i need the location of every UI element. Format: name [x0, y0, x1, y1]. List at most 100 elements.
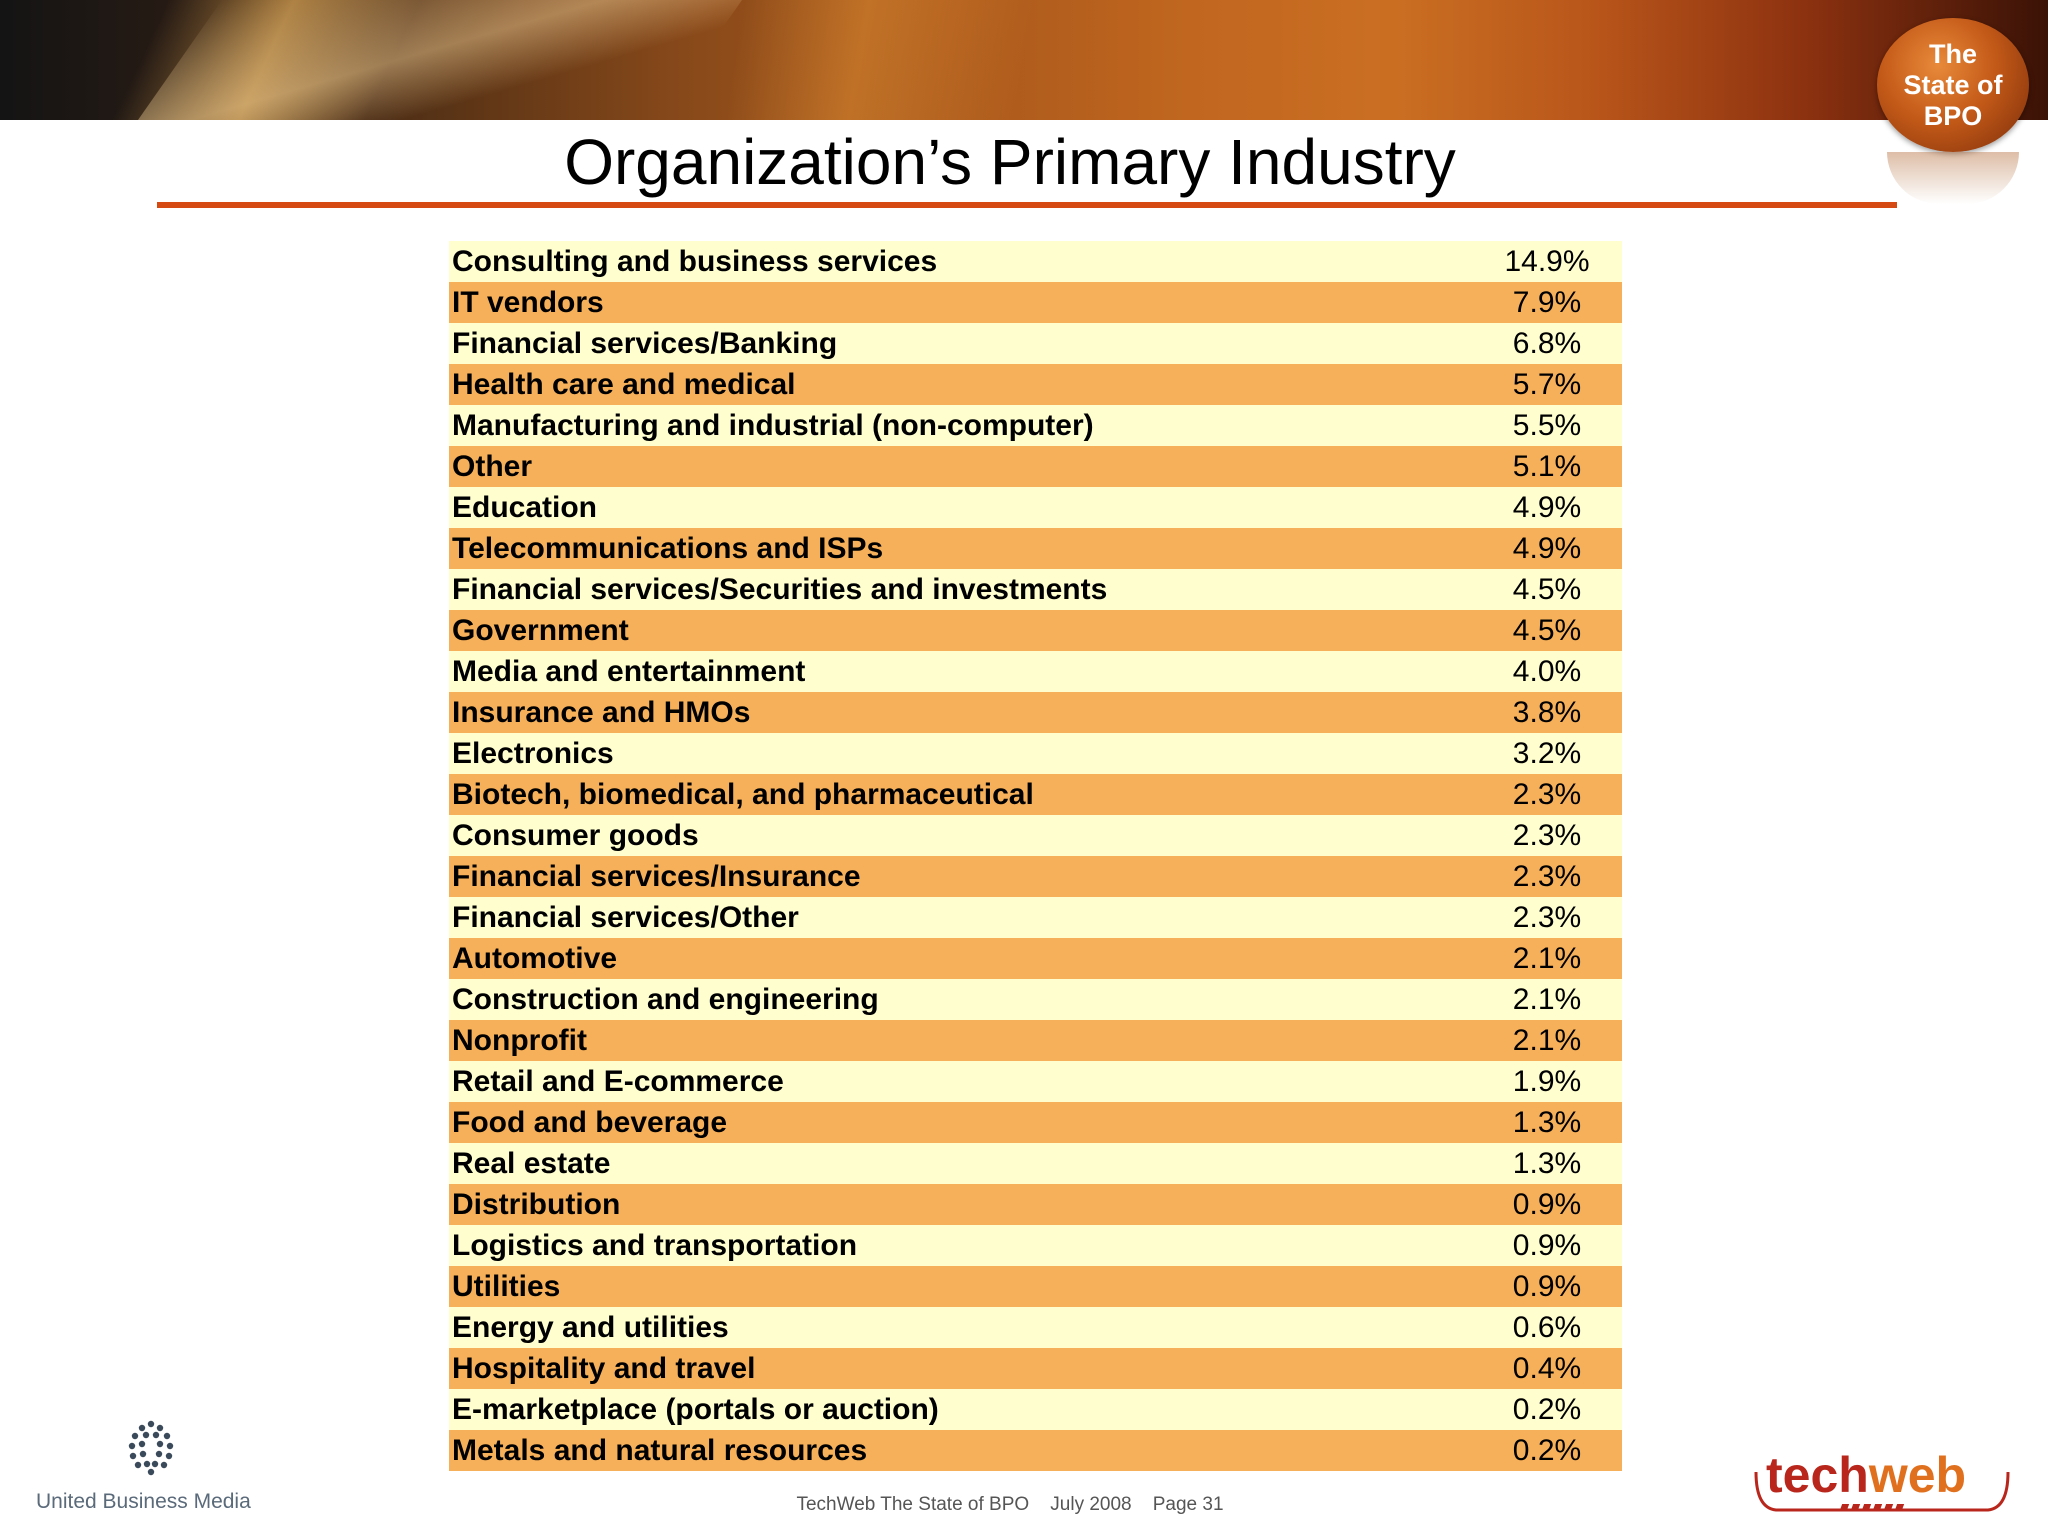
table-row: Telecommunications and ISPs 4.9% — [449, 528, 1622, 569]
table-row: Retail and E-commerce 1.9% — [449, 1061, 1622, 1102]
table-row: Construction and engineering 2.1% — [449, 979, 1622, 1020]
table-row: Automotive 2.1% — [449, 938, 1622, 979]
state-of-bpo-badge: The State of BPO — [1877, 18, 2029, 152]
industry-percentage: 0.4% — [1512, 1351, 1582, 1385]
industry-percentage: 4.5% — [1512, 572, 1582, 606]
industry-label: IT vendors — [452, 285, 604, 319]
industry-percentage: 0.6% — [1512, 1310, 1582, 1344]
techweb-logo: techweb — [1754, 1447, 2010, 1512]
table-row: E-marketplace (portals or auction) 0.2% — [449, 1389, 1622, 1430]
table-row: Financial services/Banking 6.8% — [449, 323, 1622, 364]
industry-percentage: 1.3% — [1512, 1105, 1582, 1139]
industry-percentage: 0.9% — [1512, 1228, 1582, 1262]
header-banner — [0, 0, 2048, 120]
industry-label: Government — [452, 613, 629, 647]
industry-percentage: 3.8% — [1512, 695, 1582, 729]
industry-label: Electronics — [452, 736, 614, 770]
industry-label: Other — [452, 449, 533, 483]
industry-label: Construction and engineering — [452, 982, 879, 1016]
table-row: Nonprofit 2.1% — [449, 1020, 1622, 1061]
table-row: Manufacturing and industrial (non-comput… — [449, 405, 1622, 446]
industry-label: Logistics and transportation — [452, 1228, 858, 1262]
table-row: Other 5.1% — [449, 446, 1622, 487]
table-row: Insurance and HMOs 3.8% — [449, 692, 1622, 733]
industry-percentage: 2.3% — [1512, 818, 1582, 852]
industry-percentage: 0.9% — [1512, 1269, 1582, 1303]
table-row: Hospitality and travel 0.4% — [449, 1348, 1622, 1389]
industry-label: Financial services/Banking — [452, 326, 838, 360]
table-row: Education 4.9% — [449, 487, 1622, 528]
industry-label: Insurance and HMOs — [452, 695, 751, 729]
badge-text: The State of BPO — [1903, 38, 2003, 131]
industry-label: Automotive — [452, 941, 617, 975]
table-row: Distribution 0.9% — [449, 1184, 1622, 1225]
table-row: Media and entertainment 4.0% — [449, 651, 1622, 692]
industry-percentage: 2.1% — [1512, 1023, 1582, 1057]
ubm-globe-icon — [128, 1420, 174, 1476]
ubm-logo-text: United Business Media — [36, 1490, 251, 1513]
table-row: IT vendors 7.9% — [449, 282, 1622, 323]
industry-label: Financial services/Securities and invest… — [452, 572, 1108, 606]
industry-percentage: 0.9% — [1512, 1187, 1582, 1221]
industry-percentage: 0.2% — [1512, 1392, 1582, 1426]
svg-text:techweb: techweb — [1766, 1447, 1966, 1503]
industry-label: E-marketplace (portals or auction) — [452, 1392, 939, 1426]
industry-percentage: 3.2% — [1512, 736, 1582, 770]
table-row: Financial services/Insurance 2.3% — [449, 856, 1622, 897]
industry-percentage: 2.3% — [1512, 900, 1582, 934]
industry-table: Consulting and business services 14.9% IT … — [449, 241, 1622, 1471]
industry-percentage: 14.9% — [1504, 244, 1590, 278]
industry-label: Real estate — [452, 1146, 611, 1180]
table-row: Consumer goods 2.3% — [449, 815, 1622, 856]
industry-percentage: 1.3% — [1512, 1146, 1582, 1180]
industry-label: Biotech, biomedical, and pharmaceutical — [452, 777, 1034, 811]
table-row: Biotech, biomedical, and pharmaceutical 2… — [449, 774, 1622, 815]
industry-label: Manufacturing and industrial (non-comput… — [452, 408, 1094, 442]
industry-label: Distribution — [452, 1187, 621, 1221]
industry-percentage: 5.5% — [1512, 408, 1582, 442]
table-row: Consulting and business services 14.9% — [449, 241, 1622, 282]
industry-percentage: 1.9% — [1512, 1064, 1582, 1098]
industry-label: Financial services/Insurance — [452, 859, 861, 893]
industry-percentage: 4.5% — [1512, 613, 1582, 647]
banner-shine — [137, 0, 743, 120]
ubm-logo: United Business Media — [30, 1418, 270, 1518]
industry-percentage: 5.1% — [1512, 449, 1582, 483]
industry-label: Utilities — [452, 1269, 561, 1303]
industry-percentage: 6.8% — [1512, 326, 1582, 360]
industry-label: Financial services/Other — [452, 900, 799, 934]
table-row: Health care and medical 5.7% — [449, 364, 1622, 405]
table-row: Financial services/Securities and invest… — [449, 569, 1622, 610]
industry-percentage: 2.3% — [1512, 859, 1582, 893]
table-row: Government 4.5% — [449, 610, 1622, 651]
industry-label: Education — [452, 490, 598, 524]
industry-percentage: 2.1% — [1512, 982, 1582, 1016]
techweb-logo-web: web — [1868, 1447, 1966, 1503]
industry-label: Consulting and business services — [452, 244, 938, 278]
industry-percentage: 0.2% — [1512, 1433, 1582, 1467]
industry-label: Nonprofit — [452, 1023, 587, 1057]
industry-percentage: 2.1% — [1512, 941, 1582, 975]
page-title: Organization’s Primary Industry — [564, 126, 1456, 198]
industry-percentage: 5.7% — [1512, 367, 1582, 401]
industry-percentage: 4.9% — [1512, 490, 1582, 524]
table-row: Logistics and transportation 0.9% — [449, 1225, 1622, 1266]
industry-label: Retail and E-commerce — [452, 1064, 784, 1098]
industry-percentage: 2.3% — [1512, 777, 1582, 811]
footer-text: TechWeb The State of BPO July 2008 Page … — [796, 1494, 1224, 1515]
table-row: Energy and utilities 0.6% — [449, 1307, 1622, 1348]
industry-percentage: 7.9% — [1512, 285, 1582, 319]
table-row: Metals and natural resources 0.2% — [449, 1430, 1622, 1471]
table-row: Utilities 0.9% — [449, 1266, 1622, 1307]
industry-percentage: 4.9% — [1512, 531, 1582, 565]
industry-label: Media and entertainment — [452, 654, 806, 688]
industry-label: Telecommunications and ISPs — [452, 531, 884, 565]
badge-reflection — [1887, 152, 2019, 204]
title-underline — [157, 202, 1897, 208]
table-row: Electronics 3.2% — [449, 733, 1622, 774]
industry-label: Energy and utilities — [452, 1310, 729, 1344]
table-row: Food and beverage 1.3% — [449, 1102, 1622, 1143]
industry-percentage: 4.0% — [1512, 654, 1582, 688]
industry-label: Food and beverage — [452, 1105, 728, 1139]
industry-label: Hospitality and travel — [452, 1351, 756, 1385]
